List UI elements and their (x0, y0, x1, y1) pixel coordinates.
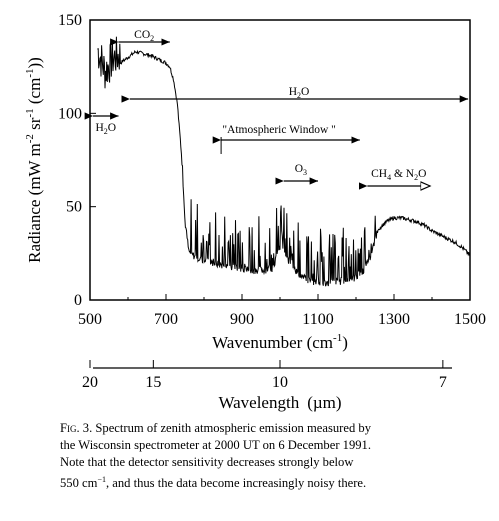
y-axis-title: Radiance (mW m-2 sr-1 (cm-1)) (24, 57, 44, 263)
figure-caption: Fig. 3. Spectrum of zenith atmospheric e… (60, 420, 480, 492)
x-axis-ticks: 500 700 900 1100 1300 1500 (78, 294, 486, 328)
y-tick-label: 0 (74, 292, 82, 309)
y-tick-label: 50 (66, 199, 82, 216)
h2o-band-label: H2O (289, 86, 310, 100)
x-axis-title: Wavenumber (cm-1) (212, 332, 348, 352)
wavelength-axis-title: Wavelength (µm) (218, 393, 341, 412)
x-tick-label: 900 (230, 311, 254, 328)
caption-line-2: the Wisconsin spectrometer at 2000 UT on… (60, 437, 480, 454)
wavelength-axis-ticks: 20 15 10 7 (82, 360, 447, 391)
o3-band-label: O3 (295, 163, 307, 177)
x-tick-label: 500 (78, 311, 102, 328)
figure-number: Fig. 3. (60, 421, 92, 435)
caption-line-3: Note that the detector sensitivity decre… (60, 454, 480, 471)
atmospheric-window-label: "Atmospheric Window " (222, 124, 335, 136)
caption-line-4: 550 cm−1, and thus the data become incre… (60, 471, 480, 492)
plot-frame (90, 20, 470, 300)
x-tick-label: 1500 (454, 311, 486, 328)
wavelength-tick-label: 7 (439, 374, 447, 391)
y-tick-label: 150 (58, 12, 82, 29)
x-tick-label: 1300 (378, 311, 410, 328)
x-tick-label: 1100 (302, 311, 333, 328)
band-annotations: CO2 H2O H2O "Atmospheric Window " O3 CH4 & N2… (93, 29, 468, 186)
y-tick-label: 100 (58, 105, 82, 122)
caption-line-1: Fig. 3. Spectrum of zenith atmospheric e… (60, 420, 480, 437)
co2-band-label: CO2 (134, 29, 154, 43)
wavelength-tick-label: 20 (82, 374, 98, 391)
ch4-n2o-band-label: CH4 & N2O (371, 168, 426, 182)
wavelength-tick-label: 10 (272, 374, 288, 391)
x-tick-label: 700 (154, 311, 178, 328)
wavelength-tick-label: 15 (145, 374, 161, 391)
spectrum-trace (98, 37, 470, 287)
h2o-low-band-label: H2O (95, 122, 116, 136)
